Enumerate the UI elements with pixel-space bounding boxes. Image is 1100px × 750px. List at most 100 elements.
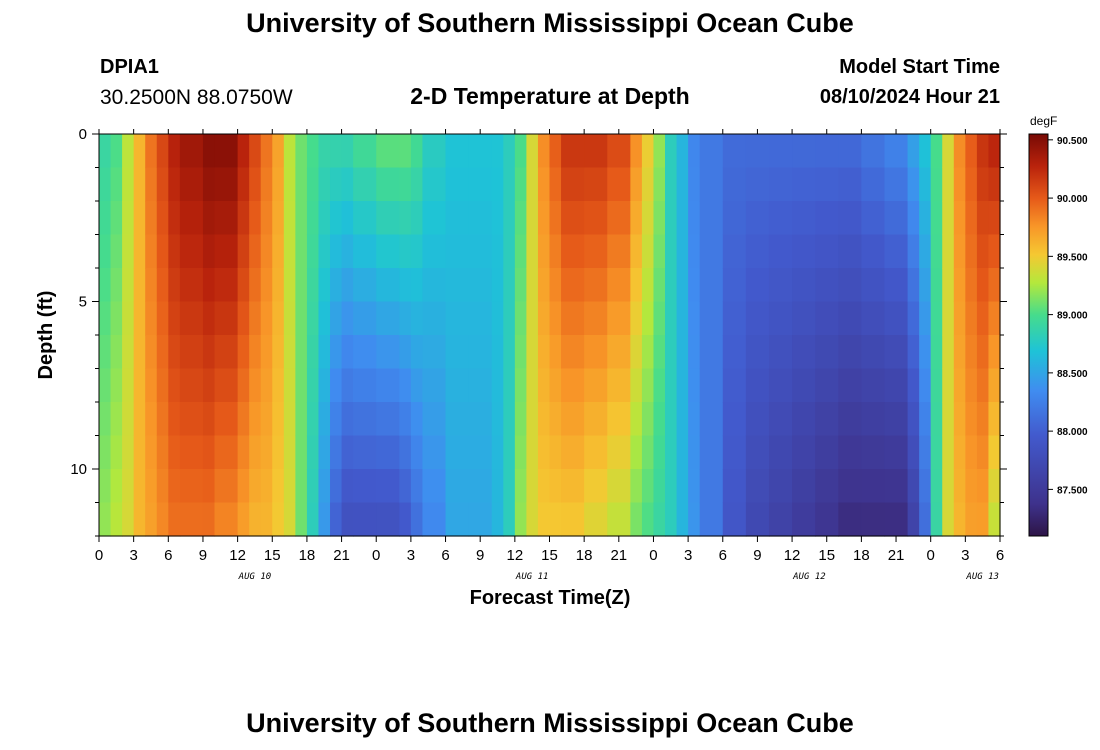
- heatmap-cell: [202, 335, 216, 370]
- heatmap-cell: [283, 268, 296, 303]
- heatmap-cell: [514, 234, 527, 269]
- heatmap-cell: [815, 368, 839, 403]
- heatmap-cell: [422, 268, 447, 303]
- heatmap-cell: [168, 402, 181, 437]
- heatmap-cell: [237, 469, 250, 504]
- heatmap-cell: [249, 134, 262, 169]
- heatmap-cell: [607, 268, 631, 303]
- heatmap-cell: [607, 167, 631, 202]
- heatmap-cell: [745, 435, 770, 470]
- x-tick-label: 0: [649, 547, 657, 564]
- heatmap-cell: [99, 335, 112, 370]
- heatmap-cell: [295, 301, 308, 336]
- heatmap-cell: [526, 469, 539, 504]
- heatmap-cell: [561, 134, 585, 169]
- heatmap-cell: [503, 234, 516, 269]
- heatmap-cell: [665, 268, 678, 303]
- heatmap-cell: [376, 268, 400, 303]
- heatmap-cell: [676, 435, 689, 470]
- heatmap-cell: [179, 368, 204, 403]
- heatmap-cell: [214, 134, 239, 169]
- heatmap-cell: [445, 368, 470, 403]
- heatmap-cell: [688, 167, 701, 202]
- heatmap-cell: [353, 435, 377, 470]
- heatmap-cell: [514, 134, 527, 169]
- heatmap-cell: [306, 402, 320, 437]
- heatmap-cell: [99, 301, 112, 336]
- heatmap-cell: [584, 234, 608, 269]
- heatmap-cell: [503, 268, 516, 303]
- heatmap-cell: [976, 335, 990, 370]
- heatmap-cell: [584, 368, 608, 403]
- heatmap-cell: [665, 502, 678, 537]
- heatmap-cell: [526, 402, 539, 437]
- heatmap-cell: [965, 134, 978, 169]
- heatmap-cell: [122, 167, 135, 202]
- x-tick-label: 9: [199, 547, 207, 564]
- x-tick-label: 12: [229, 547, 246, 564]
- heatmap-cell: [838, 335, 862, 370]
- heatmap-cell: [665, 134, 678, 169]
- heatmap-cell: [295, 268, 308, 303]
- x-tick-label: 6: [719, 547, 727, 564]
- heatmap-cell: [122, 234, 135, 269]
- heatmap-cell: [410, 435, 424, 470]
- heatmap-cell: [768, 134, 793, 169]
- heatmap-cell: [722, 435, 747, 470]
- heatmap-cell: [907, 502, 920, 537]
- heatmap-cell: [549, 502, 562, 537]
- heatmap-cell: [202, 368, 216, 403]
- heatmap-cell: [884, 268, 909, 303]
- heatmap-cell: [272, 502, 285, 537]
- colorbar-tick-label: 90.000: [1057, 194, 1088, 205]
- heatmap-cell: [537, 268, 551, 303]
- heatmap-cell: [503, 502, 516, 537]
- heatmap-cell: [514, 201, 527, 236]
- heatmap-cell: [745, 368, 770, 403]
- heatmap-cell: [988, 134, 1001, 169]
- heatmap-cell: [953, 167, 966, 202]
- heatmap-cell: [919, 167, 932, 202]
- station-coordinates: 30.2500N 88.0750W: [100, 86, 293, 109]
- heatmap-cell: [202, 134, 216, 169]
- heatmap-cell: [907, 167, 920, 202]
- heatmap-cell: [422, 167, 447, 202]
- heatmap-cell: [745, 167, 770, 202]
- heatmap-cell: [110, 368, 123, 403]
- heatmap-cell: [376, 502, 400, 537]
- heatmap-cell: [468, 268, 493, 303]
- heatmap-cell: [641, 435, 655, 470]
- heatmap-cell: [584, 502, 608, 537]
- heatmap-cell: [318, 402, 331, 437]
- colorbar-tick-label: 90.500: [1057, 136, 1088, 147]
- heatmap-cell: [641, 268, 655, 303]
- x-axis: 0 3 6 9 12 15 18 21 0 3 6 9 12 15 18 21 0 3 6 9 12 15 18 21 0 3 6 A…: [95, 129, 1004, 582]
- heatmap-cell: [260, 234, 273, 269]
- heatmap-cell: [491, 502, 504, 537]
- heatmap-cell: [884, 167, 909, 202]
- y-tick-label: 0: [79, 126, 87, 143]
- heatmap-cell: [953, 134, 966, 169]
- heatmap-cell: [133, 335, 146, 370]
- heatmap-cell: [468, 201, 493, 236]
- heatmap-cell: [237, 435, 250, 470]
- heatmap-cell: [792, 502, 816, 537]
- heatmap-cell: [179, 167, 204, 202]
- heatmap-cell: [410, 368, 424, 403]
- heatmap-cell: [145, 402, 158, 437]
- heatmap-cell: [919, 469, 932, 504]
- heatmap-cell: [514, 435, 527, 470]
- heatmap-cell: [145, 435, 158, 470]
- heatmap-cell: [514, 268, 527, 303]
- heatmap-cell: [145, 134, 158, 169]
- heatmap-cell: [306, 201, 320, 236]
- heatmap-cell: [214, 502, 239, 537]
- heatmap-cell: [792, 134, 816, 169]
- heatmap-cell: [99, 402, 112, 437]
- heatmap-cell: [815, 402, 839, 437]
- heatmap-cell: [295, 469, 308, 504]
- heatmap-cell: [988, 469, 1001, 504]
- x-tick-label: 0: [927, 547, 935, 564]
- heatmap-cell: [815, 301, 839, 336]
